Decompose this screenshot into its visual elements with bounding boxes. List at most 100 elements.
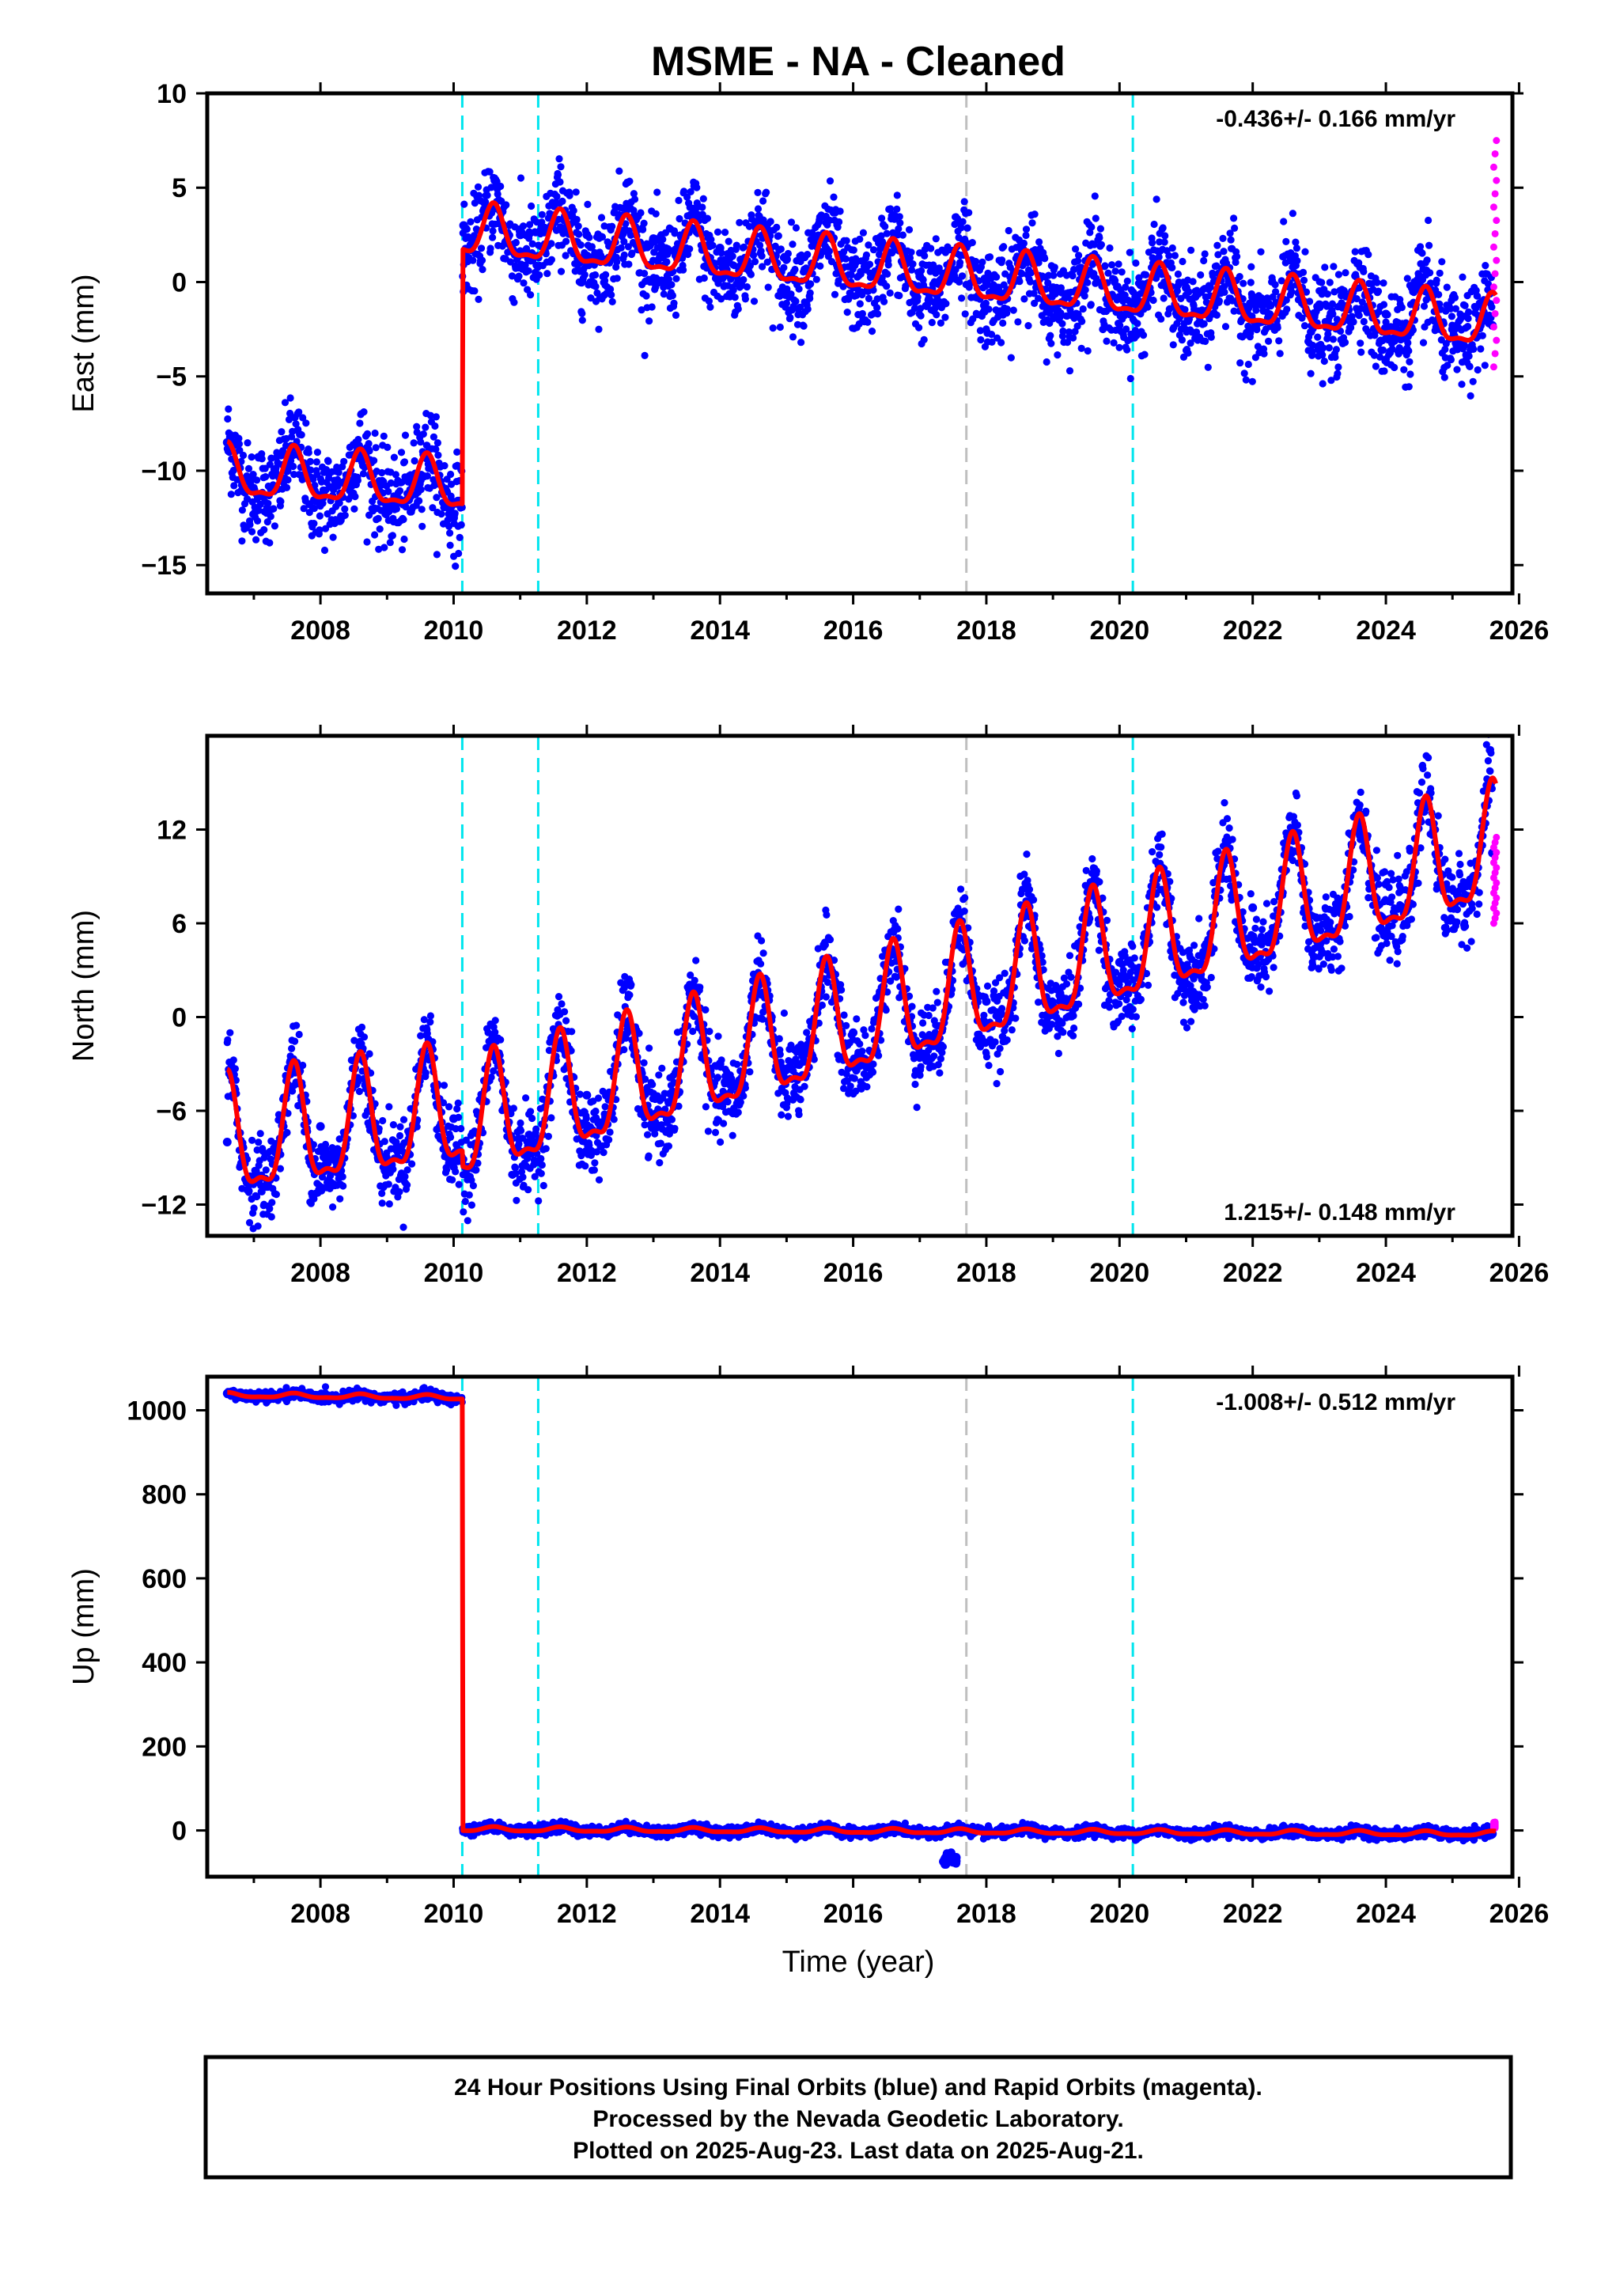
final-point	[915, 324, 923, 332]
final-point	[293, 1021, 301, 1029]
final-point	[792, 224, 800, 232]
final-point	[384, 443, 392, 452]
final-point	[620, 251, 628, 259]
final-point	[750, 297, 759, 305]
final-point	[1289, 210, 1296, 218]
final-point	[399, 1116, 408, 1123]
final-point	[724, 1098, 732, 1106]
final-point	[270, 505, 278, 513]
final-point	[1334, 271, 1342, 278]
final-point	[1115, 293, 1124, 302]
final-point	[763, 258, 771, 266]
final-point	[868, 1025, 876, 1032]
final-point	[295, 1030, 303, 1039]
final-point	[958, 294, 966, 302]
final-point	[262, 473, 270, 481]
final-point	[856, 1040, 864, 1048]
final-point	[893, 191, 901, 199]
final-point	[659, 235, 667, 244]
final-point	[474, 183, 483, 191]
final-point	[239, 451, 248, 460]
final-point	[1079, 305, 1087, 313]
final-point	[758, 252, 766, 260]
final-point	[544, 1132, 553, 1140]
final-point	[1126, 374, 1134, 383]
final-point	[693, 184, 701, 191]
final-point	[787, 218, 796, 226]
plot-area	[222, 736, 1501, 1236]
final-point	[881, 222, 889, 230]
final-point	[1014, 318, 1022, 326]
final-point	[1334, 363, 1342, 371]
final-point	[375, 545, 383, 553]
final-point	[588, 243, 596, 251]
final-point	[310, 520, 318, 528]
final-point	[266, 460, 274, 468]
final-point	[1292, 238, 1300, 246]
final-point	[803, 1029, 811, 1036]
final-point	[982, 277, 991, 286]
final-point	[536, 271, 543, 279]
final-point	[843, 309, 851, 316]
final-point	[786, 313, 794, 322]
final-point	[517, 174, 525, 182]
final-point	[235, 434, 243, 442]
final-point	[598, 233, 607, 241]
final-point	[422, 1069, 430, 1077]
final-point	[397, 449, 406, 457]
final-point	[538, 1161, 546, 1169]
final-point	[880, 297, 888, 305]
final-point	[577, 241, 585, 249]
final-point	[620, 237, 628, 245]
final-point	[835, 218, 843, 226]
final-point	[1398, 304, 1406, 312]
final-point	[513, 1196, 520, 1204]
final-point	[255, 1139, 263, 1146]
final-point	[591, 271, 600, 279]
final-point	[341, 511, 349, 519]
final-point	[224, 1036, 232, 1044]
final-point	[886, 289, 894, 297]
final-point	[380, 1138, 388, 1146]
final-point	[1020, 295, 1028, 303]
final-point	[732, 241, 740, 249]
final-point	[895, 905, 903, 913]
final-point	[226, 1029, 234, 1036]
final-point	[238, 537, 246, 545]
final-point	[713, 1074, 722, 1082]
final-point	[1088, 223, 1096, 231]
final-point	[1448, 313, 1455, 320]
final-point	[1330, 263, 1338, 271]
final-point	[758, 937, 766, 945]
final-point	[1081, 286, 1089, 294]
final-point	[1115, 343, 1123, 351]
final-point	[432, 413, 441, 421]
final-point	[396, 1131, 404, 1140]
final-point	[547, 240, 555, 248]
final-point	[668, 291, 677, 300]
final-point	[774, 232, 782, 240]
final-point	[568, 1028, 576, 1036]
final-point	[392, 505, 400, 513]
final-point	[1467, 392, 1474, 400]
final-point	[783, 285, 791, 293]
final-point	[845, 295, 853, 303]
final-point	[453, 448, 461, 457]
final-point	[465, 1191, 473, 1199]
final-point	[613, 275, 621, 282]
final-point	[433, 439, 442, 447]
final-point	[959, 218, 967, 225]
final-point	[680, 188, 688, 195]
final-point	[341, 505, 349, 513]
final-point	[1028, 219, 1036, 227]
final-point	[721, 229, 729, 237]
final-point	[1458, 381, 1466, 388]
final-point	[277, 498, 285, 506]
final-point	[1101, 262, 1109, 270]
final-point	[1132, 259, 1140, 267]
final-point	[861, 1032, 869, 1040]
final-point	[574, 222, 582, 230]
final-point	[389, 1121, 397, 1129]
final-point	[1116, 321, 1124, 329]
final-point	[850, 1074, 858, 1082]
